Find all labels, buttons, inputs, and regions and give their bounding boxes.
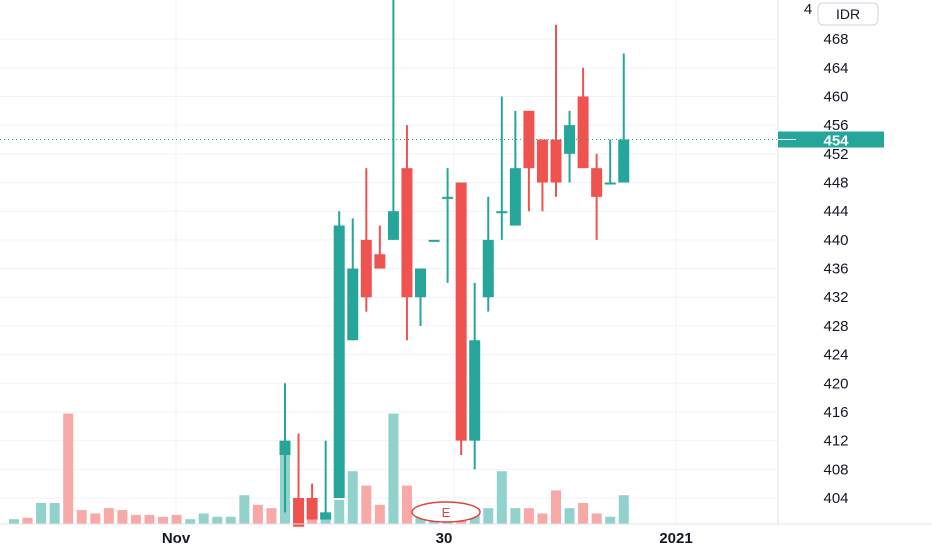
y-tick-label: 460 (823, 88, 848, 105)
volume-bar (252, 504, 263, 524)
y-tick-label: 436 (823, 261, 848, 278)
y-tick-label: 424 (823, 347, 848, 364)
volume-bar (537, 513, 548, 524)
volume-bar (90, 513, 101, 524)
y-tick-label: 416 (823, 404, 848, 421)
candle-body (415, 268, 426, 298)
candle-body (618, 139, 630, 183)
x-tick-label: 30 (436, 530, 453, 547)
candle-body (320, 512, 332, 520)
volume-bar (9, 519, 19, 524)
candle-body (347, 268, 359, 341)
candle-body (564, 125, 576, 154)
y-tick-label: 456 (823, 117, 848, 134)
currency-label: IDR (836, 6, 860, 22)
earnings-marker (411, 501, 481, 523)
volume-bar (76, 510, 87, 524)
candle-body (387, 211, 399, 240)
candle-body (293, 498, 305, 527)
volume-bar (158, 516, 169, 524)
candle-body (469, 340, 481, 441)
candle-body (577, 96, 589, 169)
candle-body (374, 254, 386, 269)
volume-bar (36, 502, 47, 524)
x-tick-label: 2021 (659, 530, 692, 547)
volume-bar (496, 471, 507, 524)
volume-bar (144, 514, 155, 524)
volume-bar (22, 517, 33, 524)
y-tick-label: 448 (823, 175, 848, 192)
candle-body (306, 498, 318, 520)
volume-bar (334, 500, 345, 524)
y-tick-label: 444 (823, 203, 848, 220)
volume-bar (401, 485, 412, 524)
y-tick-label: 408 (823, 461, 848, 478)
candle-body (591, 168, 603, 197)
y-tick-label: 428 (823, 318, 848, 335)
volume-bar (266, 508, 277, 524)
volume-bar (388, 413, 399, 524)
currency-badge (817, 2, 879, 26)
candle-body (550, 139, 562, 183)
volume-bar (483, 508, 494, 524)
volume-bar (171, 514, 182, 524)
candle-body (482, 239, 494, 298)
y-tick-label: 412 (823, 433, 848, 450)
volume-bar (578, 502, 589, 524)
volume-bar (185, 519, 196, 524)
candle-body (536, 139, 548, 183)
y-tick-label: 468 (823, 31, 848, 48)
volume-bar (591, 513, 602, 524)
volume-bar (49, 502, 60, 524)
candle-body (509, 168, 521, 226)
volume-bar (198, 513, 209, 524)
candle-body (360, 239, 372, 298)
candle-body (455, 182, 467, 441)
volume-bar (239, 495, 250, 524)
y-tick-label: 464 (823, 60, 848, 77)
volume-bar (347, 471, 358, 524)
last-price-label: 454 (823, 133, 849, 150)
volume-bar (117, 510, 128, 524)
candle-body (428, 239, 440, 242)
volume-bar (103, 508, 114, 524)
x-tick-label: Nov (162, 530, 191, 547)
volume-bar (212, 516, 223, 524)
y-tick-label: 404 (823, 490, 848, 507)
volume-bar (605, 516, 616, 524)
volume-bar (225, 516, 236, 524)
y-tick-label: 432 (823, 289, 848, 306)
volume-bar (551, 490, 561, 524)
y-tick-label: 452 (823, 146, 848, 163)
candle-body (279, 440, 291, 455)
y-tick-label: 420 (823, 375, 848, 392)
volume-bar (523, 508, 534, 524)
candle-body (496, 211, 508, 214)
candle-body (442, 196, 454, 199)
y-tick-label: 440 (823, 232, 848, 249)
volume-bar (361, 485, 372, 524)
last-price-badge (778, 131, 884, 148)
earnings-marker-label: E (442, 505, 451, 520)
volume-bar (63, 413, 74, 524)
candle-body (401, 168, 413, 298)
volume-bar (130, 514, 141, 524)
volume-bar (564, 508, 575, 524)
volume-bar (374, 504, 385, 524)
candle-body (604, 182, 616, 185)
y-tick-label-partial: 4 (804, 1, 812, 18)
volume-bar (510, 508, 521, 524)
candle-body (333, 225, 345, 499)
volume-bar (618, 495, 629, 524)
